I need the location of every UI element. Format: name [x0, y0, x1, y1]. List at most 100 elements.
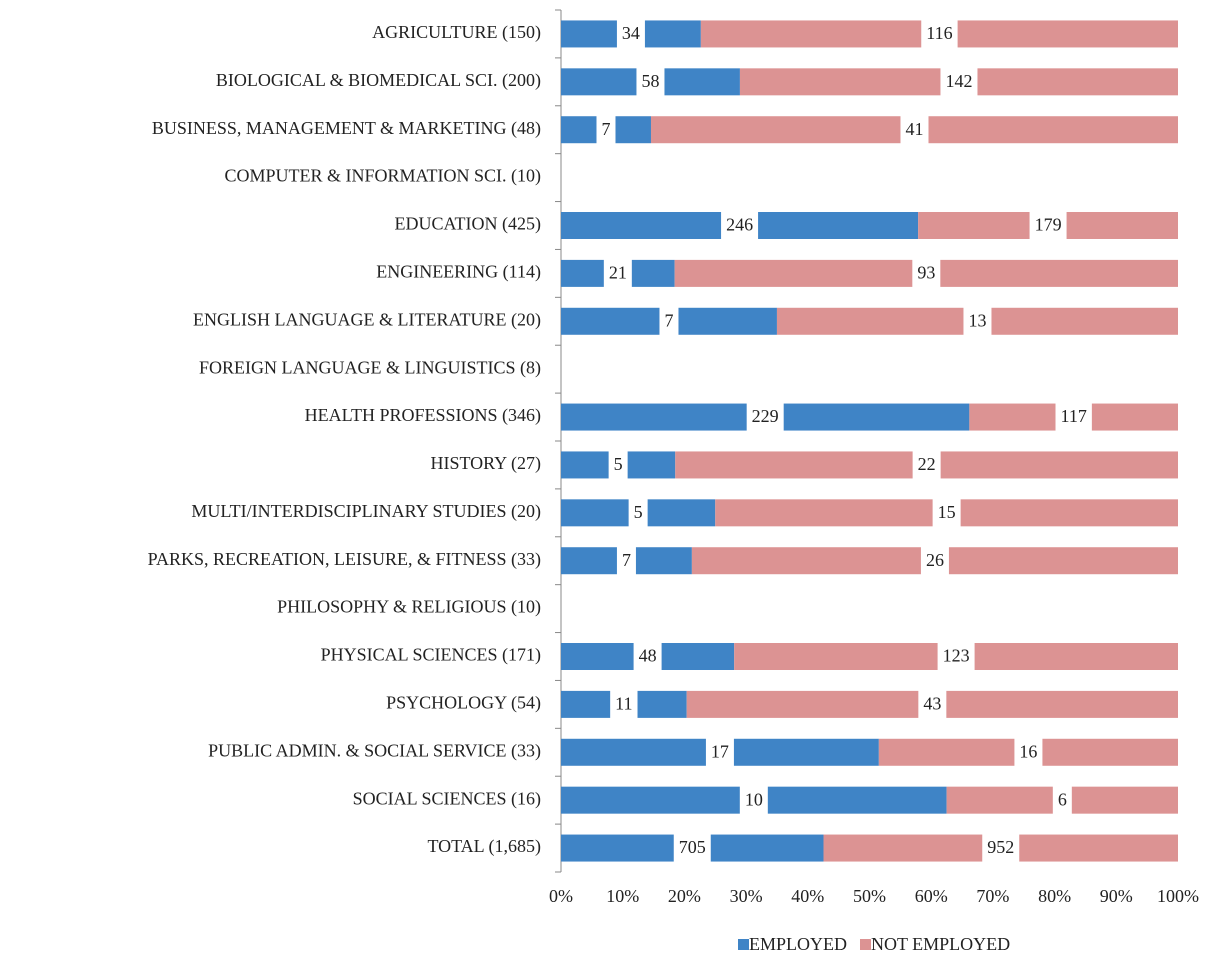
- data-label-group: 43: [918, 689, 947, 719]
- data-label-group: 17: [705, 737, 734, 767]
- y-tick-label: HISTORY (27): [430, 453, 541, 474]
- data-label-bg: [932, 498, 961, 528]
- y-tick-label: BUSINESS, MANAGEMENT & MARKETING (48): [152, 118, 541, 139]
- data-label-bg: [739, 785, 768, 815]
- y-tick-label: MULTI/INTERDISCIPLINARY STUDIES (20): [191, 501, 541, 522]
- data-label: 13: [968, 310, 986, 330]
- data-label-group: 11: [610, 689, 638, 719]
- data-label-bg: [912, 450, 941, 480]
- data-label-bg: [616, 19, 645, 49]
- data-label-group: 41: [900, 115, 929, 145]
- data-label: 5: [634, 502, 643, 522]
- data-label: 952: [987, 837, 1014, 857]
- data-label-bg: [937, 642, 975, 671]
- data-label-group: 116: [921, 19, 958, 49]
- data-label: 5: [614, 454, 623, 474]
- data-label: 142: [945, 71, 972, 91]
- data-label: 22: [918, 454, 936, 474]
- data-label: 705: [679, 837, 706, 857]
- x-tick-label: 80%: [1038, 886, 1071, 906]
- y-tick-label: BIOLOGICAL & BIOMEDICAL SCI. (200): [216, 70, 541, 91]
- data-label-group: 6: [1052, 785, 1072, 815]
- data-label: 7: [601, 119, 610, 139]
- data-label-group: 34: [616, 19, 645, 49]
- data-label-bg: [982, 833, 1020, 863]
- y-tick-label: COMPUTER & INFORMATION SCI. (10): [224, 166, 541, 187]
- data-label: 10: [745, 789, 763, 809]
- data-label-group: 179: [1029, 211, 1067, 240]
- data-label-bg: [616, 546, 636, 576]
- data-label: 229: [752, 406, 779, 426]
- x-tick-label: 70%: [976, 886, 1009, 906]
- data-label-group: 26: [920, 546, 949, 576]
- data-label-bg: [721, 211, 759, 240]
- y-tick-label: ENGINEERING (114): [376, 262, 541, 283]
- data-label-group: 705: [673, 833, 711, 863]
- data-label: 7: [664, 310, 673, 330]
- x-tick-label: 30%: [730, 886, 763, 906]
- data-label-bg: [746, 402, 784, 432]
- data-label-bg: [918, 689, 947, 719]
- y-tick-label: PHYSICAL SCIENCES (171): [321, 645, 541, 666]
- data-label-bg: [920, 546, 949, 576]
- data-label-group: 123: [937, 642, 975, 671]
- y-tick-label: TOTAL (1,685): [427, 836, 541, 857]
- y-tick-label: PSYCHOLOGY (54): [386, 693, 541, 714]
- x-tick-label: 20%: [668, 886, 701, 906]
- x-tick-label: 40%: [791, 886, 824, 906]
- data-label-group: 5: [628, 498, 648, 528]
- data-label-bg: [1055, 402, 1092, 432]
- data-label: 43: [923, 694, 941, 714]
- data-label-group: 117: [1055, 402, 1092, 432]
- data-label-bg: [659, 306, 679, 336]
- data-label-bg: [921, 19, 958, 49]
- y-tick-label: PHILOSOPHY & RELIGIOUS (10): [277, 597, 541, 618]
- x-tick-label: 90%: [1100, 886, 1133, 906]
- y-tick-label: SOCIAL SCIENCES (16): [353, 788, 541, 809]
- y-tick-label: AGRICULTURE (150): [372, 22, 541, 43]
- data-label-bg: [1014, 737, 1043, 767]
- data-label-group: 48: [633, 642, 662, 671]
- data-label-group: 16: [1014, 737, 1043, 767]
- data-label: 15: [938, 502, 956, 522]
- data-label-group: 10: [739, 785, 768, 815]
- data-label-group: 7: [616, 546, 636, 576]
- data-label-group: 21: [603, 258, 632, 288]
- data-label-group: 22: [912, 450, 941, 480]
- y-tick-label: PARKS, RECREATION, LEISURE, & FITNESS (3…: [148, 549, 541, 570]
- data-label-bg: [596, 115, 616, 145]
- x-tick-label: 60%: [915, 886, 948, 906]
- data-label-group: 58: [636, 67, 665, 97]
- legend-label: NOT EMPLOYED: [871, 934, 1010, 954]
- data-label: 6: [1058, 789, 1067, 809]
- data-label-bg: [705, 737, 734, 767]
- data-label-bg: [900, 115, 929, 145]
- data-label-group: 7: [596, 115, 616, 145]
- data-label-bg: [1029, 211, 1067, 240]
- data-label-bg: [628, 498, 648, 528]
- data-label: 117: [1061, 406, 1087, 426]
- data-label-group: 15: [932, 498, 961, 528]
- x-tick-label: 0%: [549, 886, 573, 906]
- data-label-group: 5: [608, 450, 628, 480]
- data-label: 48: [639, 646, 657, 666]
- data-label-group: 246: [721, 211, 759, 240]
- legend-label: EMPLOYED: [749, 934, 847, 954]
- data-label-group: 142: [940, 67, 978, 97]
- data-label-bg: [608, 450, 628, 480]
- data-label: 34: [622, 23, 640, 43]
- data-label: 16: [1019, 741, 1037, 761]
- data-label: 116: [926, 23, 952, 43]
- y-tick-label: ENGLISH LANGUAGE & LITERATURE (20): [193, 309, 541, 330]
- data-label: 26: [926, 550, 944, 570]
- data-label: 123: [943, 646, 970, 666]
- data-label: 7: [622, 550, 631, 570]
- y-tick-label: PUBLIC ADMIN. & SOCIAL SERVICE (33): [208, 740, 541, 761]
- data-label: 246: [726, 215, 753, 235]
- data-label-bg: [1052, 785, 1072, 815]
- data-label-group: 7: [659, 306, 679, 336]
- data-label: 11: [615, 694, 632, 714]
- data-label: 179: [1035, 215, 1062, 235]
- data-label-bg: [610, 689, 638, 719]
